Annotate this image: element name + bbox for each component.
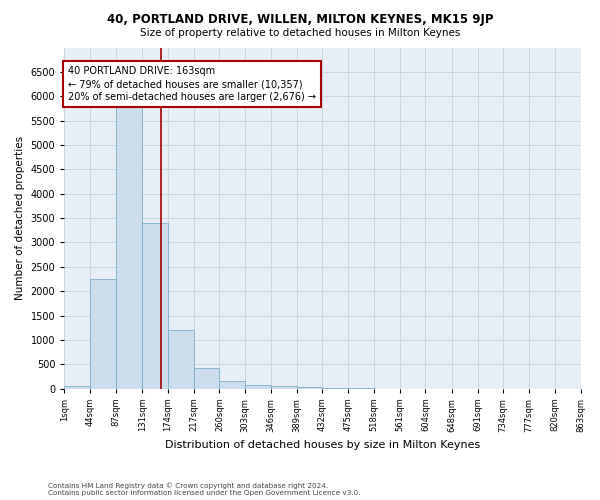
Text: Contains HM Land Registry data © Crown copyright and database right 2024.: Contains HM Land Registry data © Crown c… bbox=[48, 482, 328, 489]
Bar bbox=[245, 384, 271, 388]
Text: Contains public sector information licensed under the Open Government Licence v3: Contains public sector information licen… bbox=[48, 490, 361, 496]
Text: 40 PORTLAND DRIVE: 163sqm
← 79% of detached houses are smaller (10,357)
20% of s: 40 PORTLAND DRIVE: 163sqm ← 79% of detac… bbox=[68, 66, 316, 102]
Bar bbox=[64, 386, 90, 388]
Bar bbox=[116, 74, 142, 388]
Bar bbox=[168, 330, 194, 388]
Text: Size of property relative to detached houses in Milton Keynes: Size of property relative to detached ho… bbox=[140, 28, 460, 38]
X-axis label: Distribution of detached houses by size in Milton Keynes: Distribution of detached houses by size … bbox=[165, 440, 480, 450]
Y-axis label: Number of detached properties: Number of detached properties bbox=[15, 136, 25, 300]
Bar bbox=[90, 279, 116, 388]
Bar bbox=[271, 386, 296, 388]
Bar bbox=[142, 223, 168, 388]
Bar bbox=[220, 381, 245, 388]
Bar bbox=[194, 368, 220, 388]
Text: 40, PORTLAND DRIVE, WILLEN, MILTON KEYNES, MK15 9JP: 40, PORTLAND DRIVE, WILLEN, MILTON KEYNE… bbox=[107, 12, 493, 26]
